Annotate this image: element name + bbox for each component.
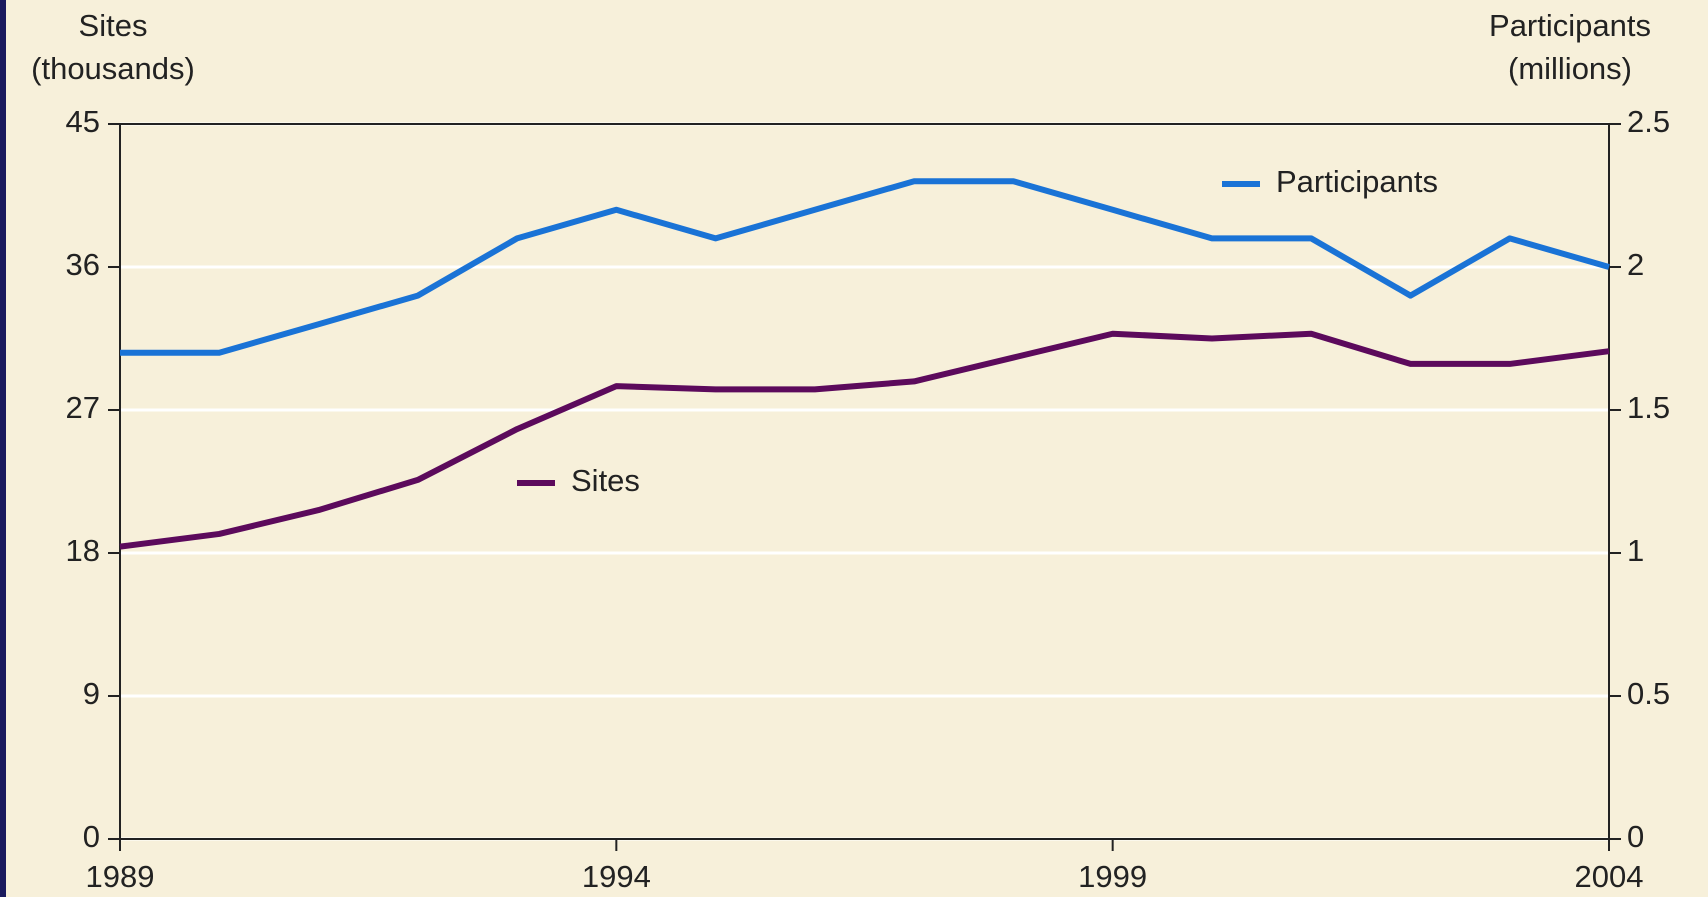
series-line [119, 330, 1610, 550]
y2-tick-label: 1.5 [1627, 390, 1670, 425]
x-tick-label: 1999 [1078, 859, 1147, 894]
x-tick-label: 1989 [86, 859, 155, 894]
y2-axis-title: (millions) [1508, 51, 1632, 86]
y-tick-label: 18 [66, 533, 100, 568]
x-tick-label: 1994 [582, 859, 651, 894]
left-border [0, 0, 6, 897]
y2-tick-label: 2.5 [1627, 104, 1670, 139]
y2-tick-label: 1 [1627, 533, 1644, 568]
y-tick-label: 45 [66, 104, 100, 139]
y-tick-label: 27 [66, 390, 100, 425]
y2-tick-label: 0 [1627, 819, 1644, 854]
x-tick-label: 2004 [1575, 859, 1644, 894]
y-tick-label: 36 [66, 247, 100, 282]
legend-label: Participants [1276, 164, 1438, 199]
y2-tick-label: 0.5 [1627, 676, 1670, 711]
y-tick-label: 9 [83, 676, 100, 711]
series-line [120, 178, 1610, 356]
y-axis-title: Sites [79, 8, 148, 43]
y-axis-title: (thousands) [31, 51, 195, 86]
y2-tick-label: 2 [1627, 247, 1644, 282]
y-tick-label: 0 [83, 819, 100, 854]
y2-axis-title: Participants [1489, 8, 1651, 43]
legend-label: Sites [571, 463, 640, 498]
